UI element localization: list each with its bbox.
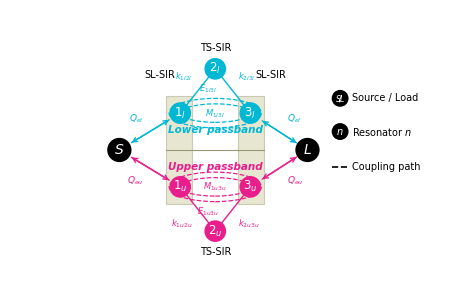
Text: $Q_{el}$: $Q_{el}$: [287, 113, 302, 125]
Circle shape: [240, 103, 260, 123]
Bar: [166, 96, 192, 204]
Text: $3_l$: $3_l$: [245, 105, 256, 121]
Text: Coupling path: Coupling path: [352, 162, 420, 172]
Text: TS-SIR: TS-SIR: [200, 43, 231, 53]
Text: Resonator $n$: Resonator $n$: [353, 126, 413, 138]
Circle shape: [205, 59, 226, 79]
Text: $M_{1l3l}$: $M_{1l3l}$: [205, 108, 225, 120]
Text: $E_{1l3l}$: $E_{1l3l}$: [199, 82, 217, 95]
Text: Upper passband: Upper passband: [168, 162, 263, 172]
Text: $S$: $S$: [114, 143, 125, 157]
Bar: [238, 96, 264, 204]
Text: $2_u$: $2_u$: [208, 224, 222, 239]
Text: SL-SIR: SL-SIR: [255, 70, 286, 80]
Text: $k_{1l2l}$: $k_{1l2l}$: [174, 70, 192, 83]
Text: $E_{1u3u}$: $E_{1u3u}$: [197, 205, 219, 218]
Text: $2_l$: $2_l$: [210, 61, 221, 76]
Text: $1_u$: $1_u$: [173, 179, 187, 195]
Circle shape: [332, 124, 348, 139]
Circle shape: [332, 91, 348, 106]
Text: $k_{2u3u}$: $k_{2u3u}$: [238, 217, 260, 230]
Text: Source / Load: Source / Load: [353, 93, 419, 103]
Text: SL-SIR: SL-SIR: [145, 70, 175, 80]
Text: $S\!/\!L$: $S\!/\!L$: [335, 93, 346, 104]
Text: Lower passband: Lower passband: [168, 125, 263, 135]
Text: $M_{1u3u}$: $M_{1u3u}$: [203, 181, 227, 193]
Text: $Q_{eu}$: $Q_{eu}$: [287, 175, 304, 187]
Text: $L$: $L$: [303, 143, 312, 157]
Text: $k_{1u2u}$: $k_{1u2u}$: [171, 217, 192, 230]
Circle shape: [108, 138, 131, 162]
Text: $1_l$: $1_l$: [174, 105, 186, 121]
Circle shape: [170, 177, 191, 197]
Circle shape: [170, 103, 191, 123]
Text: $Q_{eu}$: $Q_{eu}$: [127, 175, 143, 187]
Text: $k_{2l3l}$: $k_{2l3l}$: [238, 70, 256, 83]
Circle shape: [296, 138, 319, 162]
Text: $Q_{el}$: $Q_{el}$: [128, 113, 143, 125]
Circle shape: [205, 221, 226, 241]
Circle shape: [240, 177, 260, 197]
Text: $n$: $n$: [337, 127, 344, 137]
Text: $3_u$: $3_u$: [243, 179, 257, 195]
Text: TS-SIR: TS-SIR: [200, 247, 231, 257]
